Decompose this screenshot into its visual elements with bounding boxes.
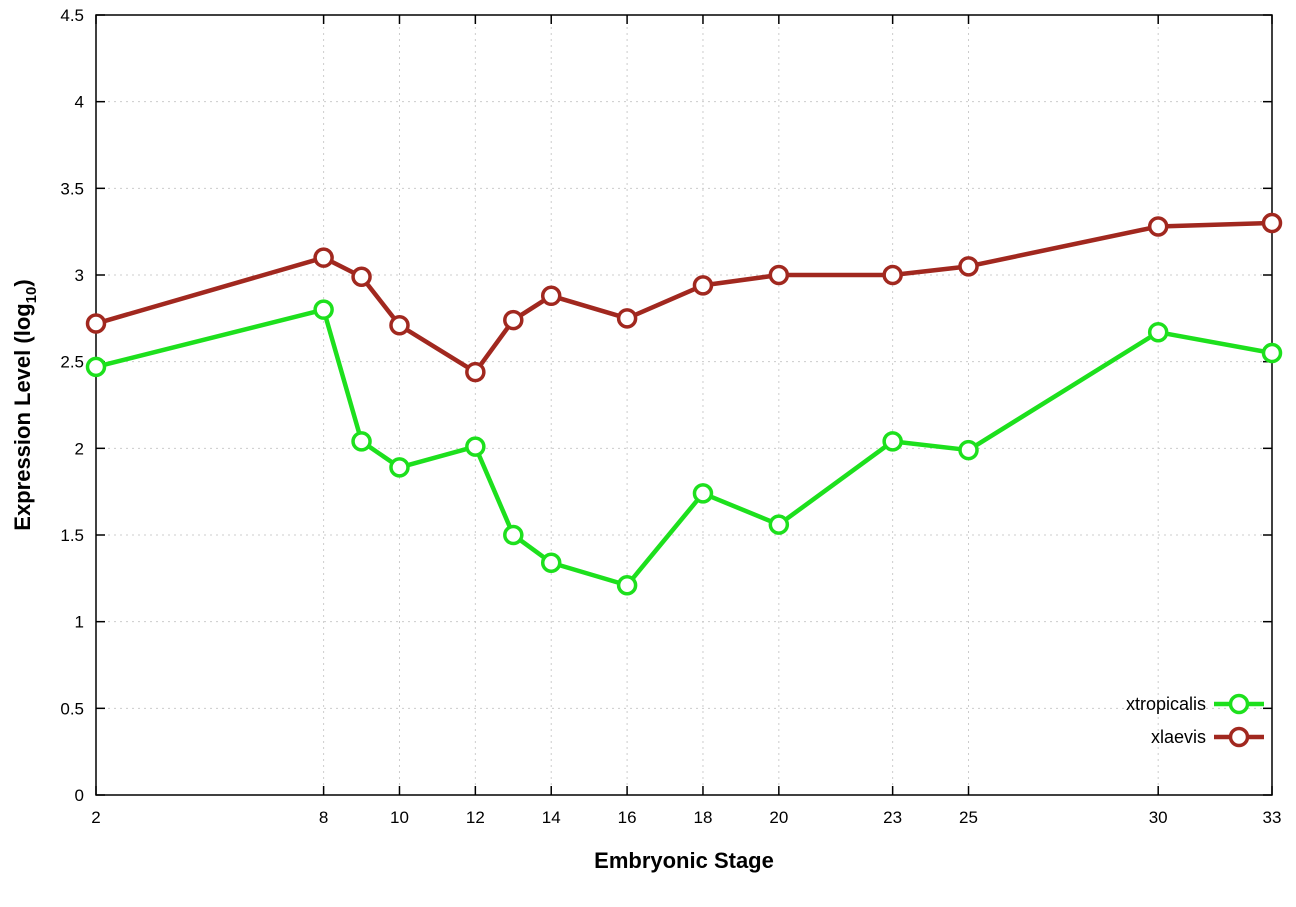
data-point-xtropicalis <box>465 436 486 457</box>
data-point-xlaevis <box>389 315 410 336</box>
x-axis-label: Embryonic Stage <box>594 848 774 873</box>
y-tick-label: 1 <box>75 613 84 632</box>
x-tick-label: 10 <box>390 808 409 827</box>
legend: xtropicalis xlaevis <box>1126 693 1264 748</box>
data-point-xtropicalis <box>958 439 979 461</box>
series-markers-xtropicalis <box>85 299 1283 596</box>
x-tick-label: 18 <box>694 808 713 827</box>
x-tick-label: 14 <box>542 808 561 827</box>
data-point-xlaevis <box>85 313 107 334</box>
data-point-xtropicalis <box>503 524 524 546</box>
data-point-xlaevis <box>882 264 903 286</box>
data-point-xtropicalis <box>1261 342 1283 364</box>
x-tick-label: 25 <box>959 808 978 827</box>
data-point-xlaevis <box>313 247 334 268</box>
data-point-xtropicalis <box>768 514 790 535</box>
data-point-xtropicalis <box>882 431 903 452</box>
x-tick-label: 20 <box>769 808 788 827</box>
legend-label-xtropicalis: xtropicalis <box>1126 694 1206 714</box>
data-point-xtropicalis <box>692 483 714 504</box>
data-point-xlaevis <box>1147 216 1169 237</box>
y-tick-label: 2.5 <box>60 353 84 372</box>
legend-sample-marker-xlaevis <box>1228 726 1250 748</box>
data-point-xtropicalis <box>85 356 107 378</box>
data-point-xtropicalis <box>389 457 410 478</box>
data-point-xlaevis <box>503 309 524 331</box>
grid <box>95 14 1273 796</box>
x-tick-label: 12 <box>466 808 485 827</box>
x-tick-label: 30 <box>1149 808 1168 827</box>
data-point-xtropicalis <box>313 299 334 320</box>
legend-label-xlaevis: xlaevis <box>1151 727 1206 747</box>
data-point-xtropicalis <box>351 431 372 452</box>
data-point-xlaevis <box>958 256 979 277</box>
data-point-xlaevis <box>692 275 714 296</box>
x-tick-label: 8 <box>319 808 328 827</box>
data-point-xtropicalis <box>540 552 562 573</box>
data-point-xlaevis <box>465 361 486 383</box>
y-tick-label: 0.5 <box>60 699 84 718</box>
series-line-xlaevis <box>93 220 1275 375</box>
x-tick-label: 23 <box>883 808 902 827</box>
x-tick-label: 2 <box>91 808 100 827</box>
data-point-xtropicalis <box>616 575 638 596</box>
x-tick-label: 33 <box>1263 808 1282 827</box>
y-tick-label: 1.5 <box>60 526 84 545</box>
data-point-xlaevis <box>1261 212 1283 234</box>
data-point-xtropicalis <box>1147 321 1169 343</box>
x-tick-label: 16 <box>618 808 637 827</box>
y-tick-label: 0 <box>75 786 84 805</box>
y-tick-label: 3.5 <box>60 179 84 198</box>
legend-sample-marker-xtropicalis <box>1228 693 1250 715</box>
y-axis-label: Expression Level (log10) <box>10 279 40 530</box>
plot-border <box>95 14 1273 796</box>
data-point-xlaevis <box>540 285 562 307</box>
data-point-xlaevis <box>616 308 638 329</box>
series-markers-xlaevis <box>85 212 1283 383</box>
y-tick-label: 4 <box>75 93 84 112</box>
data-point-xlaevis <box>351 266 372 287</box>
data-point-xlaevis <box>768 264 790 286</box>
y-tick-label: 3 <box>75 266 84 285</box>
y-tick-label: 4.5 <box>60 6 84 25</box>
y-tick-label: 2 <box>75 439 84 458</box>
